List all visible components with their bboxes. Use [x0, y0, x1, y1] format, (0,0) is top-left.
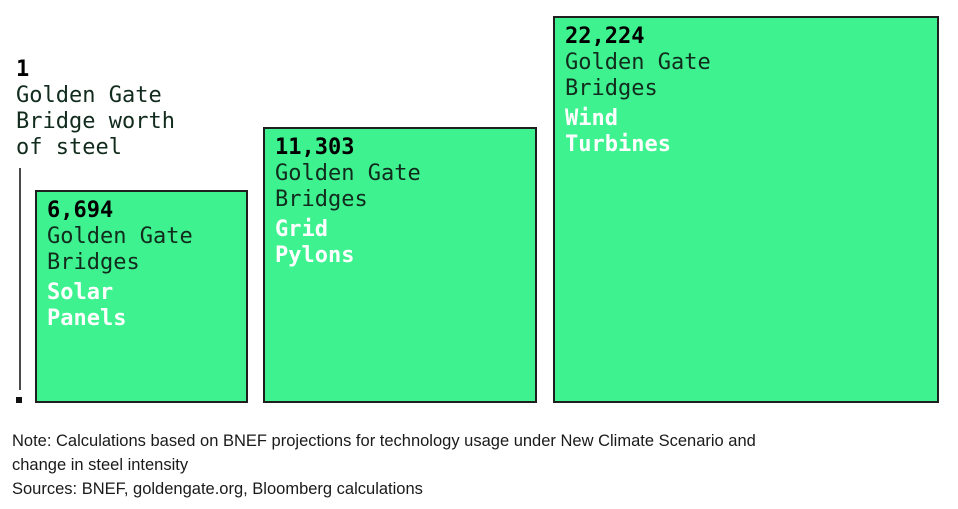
value-label: 22,224 [565, 24, 645, 49]
value-label: 11,303 [275, 135, 355, 160]
square-solar-panels: 6,694 Golden Gate Bridges Solar Panels [35, 190, 248, 403]
note-line: Note: Calculations based on BNEF project… [12, 432, 756, 450]
square-grid-pylons: 11,303 Golden Gate Bridges Grid Pylons [263, 127, 537, 403]
unit-label-line: Bridges [275, 187, 368, 212]
reference-label-line: Golden Gate [16, 83, 162, 108]
reference-pointer-line [19, 168, 21, 390]
reference-dot-one-bridge [16, 397, 22, 403]
category-label-line: Grid [275, 217, 328, 242]
reference-label-line: of steel [16, 135, 122, 160]
category-label: Wind Turbines [565, 106, 927, 158]
unit-label-line: Golden Gate [275, 161, 421, 186]
note-line: change in steel intensity [12, 456, 189, 474]
category-label: Grid Pylons [275, 217, 525, 269]
category-label-line: Solar [47, 280, 114, 305]
sources-line: Sources: BNEF, goldengate.org, Bloomberg… [12, 480, 423, 498]
unit-label-line: Bridges [47, 250, 140, 275]
category-label-line: Wind [565, 106, 618, 131]
unit-label-line: Golden Gate [565, 50, 711, 75]
reference-label-line: Bridge worth [16, 109, 175, 134]
chart-footnote: Note: Calculations based on BNEF project… [12, 429, 756, 501]
unit-label-line: Bridges [565, 76, 658, 101]
value-label: 6,694 [47, 198, 114, 223]
category-label-line: Pylons [275, 243, 355, 268]
category-label-line: Panels [47, 306, 127, 331]
square-wind-turbines: 22,224 Golden Gate Bridges Wind Turbines [553, 16, 939, 403]
category-label: Solar Panels [47, 280, 236, 332]
reference-label: 1 Golden Gate Bridge worth of steel [16, 57, 175, 161]
unit-label-line: Golden Gate [47, 224, 193, 249]
category-label-line: Turbines [565, 132, 671, 157]
reference-value: 1 [16, 57, 30, 82]
